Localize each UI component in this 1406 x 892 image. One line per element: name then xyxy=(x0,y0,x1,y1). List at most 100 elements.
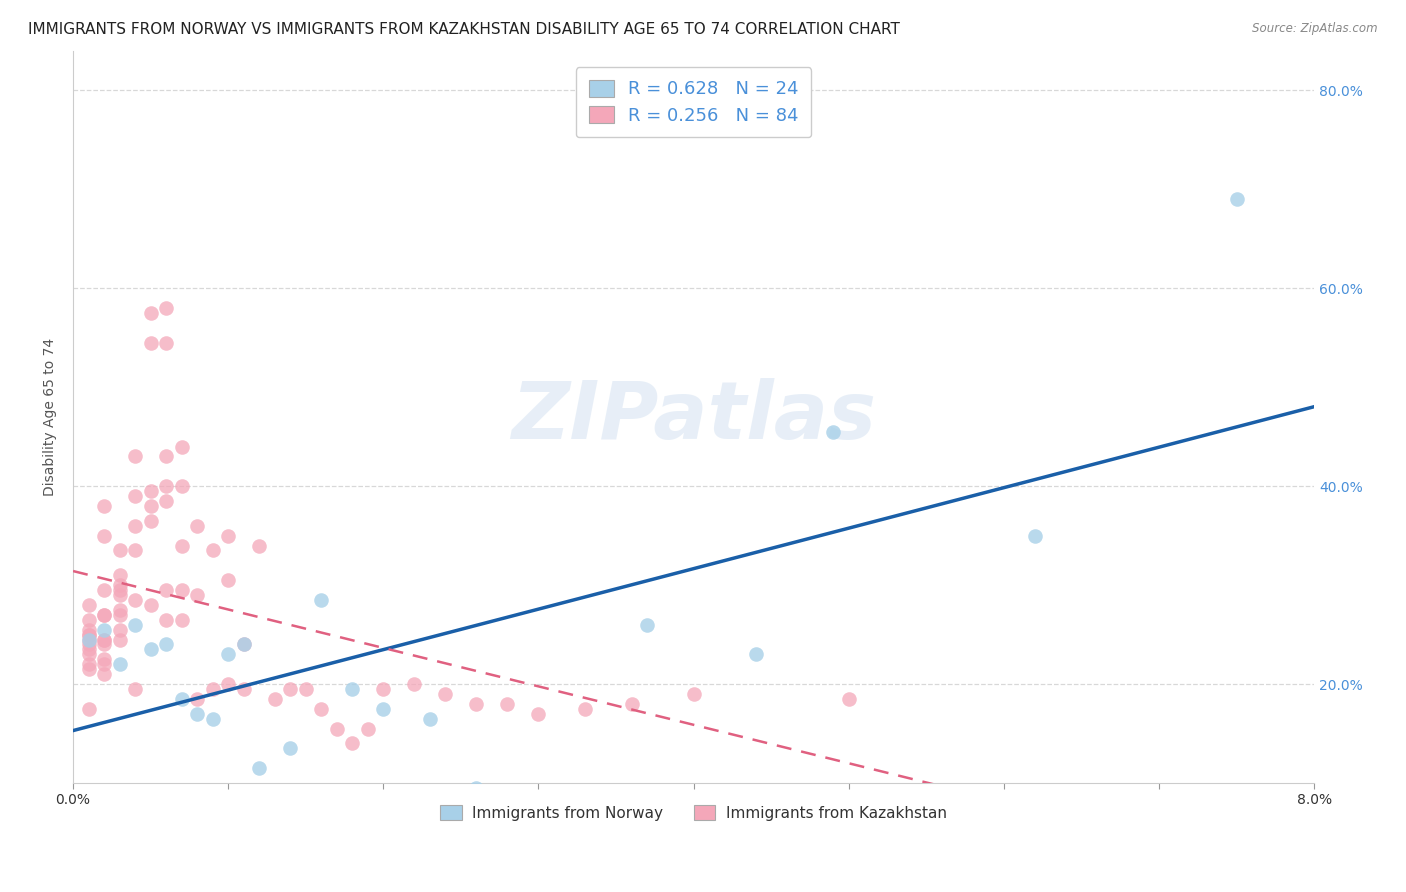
Point xyxy=(77,627,100,641)
Point xyxy=(170,440,193,454)
Point xyxy=(232,638,254,652)
Point xyxy=(108,588,131,602)
Point xyxy=(155,582,177,597)
Point xyxy=(186,518,208,533)
Point xyxy=(77,642,100,657)
Point xyxy=(201,681,224,696)
Point xyxy=(93,607,115,622)
Point xyxy=(77,627,100,641)
Point xyxy=(232,681,254,696)
Point xyxy=(155,335,177,350)
Point xyxy=(155,494,177,508)
Point xyxy=(124,681,146,696)
Point xyxy=(124,617,146,632)
Point xyxy=(155,613,177,627)
Point xyxy=(93,528,115,542)
Point xyxy=(77,632,100,647)
Point xyxy=(232,638,254,652)
Point xyxy=(247,539,270,553)
Point xyxy=(108,603,131,617)
Point xyxy=(434,687,457,701)
Point xyxy=(682,687,704,701)
Point xyxy=(93,607,115,622)
Text: IMMIGRANTS FROM NORWAY VS IMMIGRANTS FROM KAZAKHSTAN DISABILITY AGE 65 TO 74 COR: IMMIGRANTS FROM NORWAY VS IMMIGRANTS FRO… xyxy=(28,22,900,37)
Point xyxy=(838,692,860,706)
Point xyxy=(527,706,550,721)
Text: Source: ZipAtlas.com: Source: ZipAtlas.com xyxy=(1253,22,1378,36)
Point xyxy=(108,543,131,558)
Point xyxy=(574,702,596,716)
Point xyxy=(108,582,131,597)
Point xyxy=(217,573,239,587)
Point xyxy=(620,697,643,711)
Point xyxy=(155,638,177,652)
Point xyxy=(263,692,285,706)
Point xyxy=(77,598,100,612)
Point xyxy=(342,681,364,696)
Point xyxy=(93,632,115,647)
Point xyxy=(404,677,426,691)
Point xyxy=(93,623,115,637)
Point xyxy=(357,722,380,736)
Point xyxy=(326,722,349,736)
Point xyxy=(170,539,193,553)
Point xyxy=(108,568,131,582)
Point xyxy=(201,543,224,558)
Point xyxy=(108,578,131,592)
Point xyxy=(155,301,177,315)
Point xyxy=(419,712,441,726)
Point xyxy=(170,479,193,493)
Y-axis label: Disability Age 65 to 74: Disability Age 65 to 74 xyxy=(44,338,58,496)
Point xyxy=(77,657,100,672)
Point xyxy=(170,692,193,706)
Point xyxy=(124,450,146,464)
Point xyxy=(124,593,146,607)
Point xyxy=(108,632,131,647)
Point xyxy=(77,638,100,652)
Point xyxy=(744,648,766,662)
Point xyxy=(139,484,162,499)
Point xyxy=(77,648,100,662)
Point xyxy=(155,479,177,493)
Point xyxy=(636,617,658,632)
Point xyxy=(93,582,115,597)
Point xyxy=(373,702,395,716)
Point xyxy=(527,786,550,800)
Point xyxy=(77,613,100,627)
Point xyxy=(77,623,100,637)
Point xyxy=(77,702,100,716)
Point xyxy=(139,335,162,350)
Point xyxy=(93,652,115,666)
Point xyxy=(823,425,845,439)
Legend: Immigrants from Norway, Immigrants from Kazakhstan: Immigrants from Norway, Immigrants from … xyxy=(434,799,953,827)
Point xyxy=(170,613,193,627)
Point xyxy=(155,450,177,464)
Point xyxy=(1226,192,1249,206)
Point xyxy=(139,598,162,612)
Point xyxy=(77,632,100,647)
Point xyxy=(217,528,239,542)
Point xyxy=(278,741,301,756)
Point xyxy=(186,706,208,721)
Point xyxy=(124,543,146,558)
Point xyxy=(278,681,301,696)
Point xyxy=(93,638,115,652)
Point xyxy=(311,593,333,607)
Point xyxy=(124,518,146,533)
Point xyxy=(294,681,316,696)
Text: ZIPatlas: ZIPatlas xyxy=(512,378,876,456)
Point xyxy=(217,677,239,691)
Point xyxy=(186,588,208,602)
Point xyxy=(465,697,488,711)
Point xyxy=(77,662,100,676)
Point xyxy=(342,736,364,750)
Point xyxy=(186,692,208,706)
Point xyxy=(139,514,162,528)
Point xyxy=(93,632,115,647)
Point xyxy=(139,306,162,320)
Point xyxy=(93,667,115,681)
Point xyxy=(108,657,131,672)
Point xyxy=(93,657,115,672)
Point xyxy=(93,499,115,513)
Point xyxy=(247,761,270,775)
